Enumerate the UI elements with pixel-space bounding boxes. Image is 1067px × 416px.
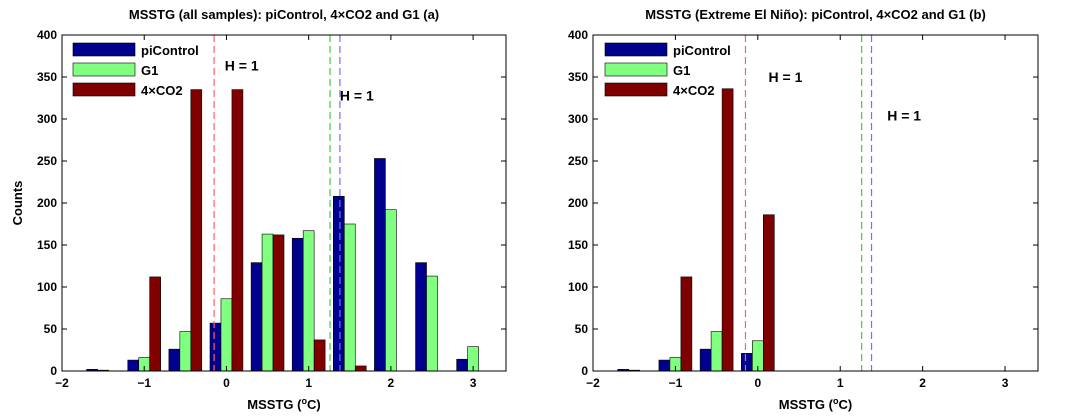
legend-label: piControl — [141, 43, 199, 58]
bar-picontrol — [658, 359, 671, 372]
bar-4co2 — [680, 276, 693, 372]
x-axis-label: MSSTG (oC) — [779, 396, 852, 412]
bar-4co2 — [190, 89, 203, 372]
legend-swatch — [72, 42, 136, 57]
y-tick-label: 250 — [568, 154, 588, 168]
bar-g1 — [343, 223, 356, 372]
legend-label: 4×CO2 — [141, 83, 183, 98]
bar-picontrol — [127, 359, 140, 372]
x-tick-label: 2 — [919, 376, 926, 390]
annotation: H = 1 — [769, 69, 803, 85]
y-tick-label: 0 — [50, 364, 57, 378]
bar-4co2 — [763, 214, 775, 372]
x-tick-label: 1 — [305, 376, 312, 390]
legend-label: G1 — [141, 63, 158, 78]
annotation: H = 1 — [887, 108, 921, 124]
bar-picontrol — [699, 348, 712, 372]
legend-label: 4×CO2 — [673, 83, 715, 98]
y-tick-label: 200 — [37, 196, 57, 210]
bar-g1 — [426, 275, 438, 372]
x-axis-label: MSSTG (oC) — [247, 396, 320, 412]
bar-picontrol — [456, 358, 468, 372]
y-tick-label: 300 — [568, 112, 588, 126]
bar-4co2 — [272, 234, 285, 372]
bar-picontrol — [741, 353, 753, 372]
chart-panel-b: −2 −1 0 1 2 3 0 50 100 150 200 250 300 350 400 MSSTG (E… — [568, 7, 1039, 412]
y-tick-label: 350 — [37, 70, 57, 84]
y-tick-label: 0 — [581, 364, 588, 378]
bar-g1 — [220, 298, 233, 372]
y-tick-label: 50 — [44, 322, 58, 336]
chart-panel-a: −2 −1 0 1 2 3 0 50 100 150 200 250 300 350 400 MSSTG (a… — [10, 7, 507, 412]
y-tick-label: 50 — [575, 322, 589, 336]
y-axis-label: Counts — [10, 181, 25, 226]
x-tick-label: 3 — [1002, 376, 1009, 390]
bar-picontrol — [209, 322, 222, 372]
y-tick-label: 150 — [37, 238, 57, 252]
legend-swatch — [604, 42, 668, 57]
legend-label: piControl — [673, 43, 731, 58]
bar-g1 — [302, 230, 315, 372]
bar-picontrol — [374, 158, 386, 372]
y-tick-label: 100 — [568, 280, 588, 294]
bar-picontrol — [333, 195, 345, 372]
legend-swatch — [604, 62, 668, 77]
bar-4co2 — [313, 339, 326, 372]
x-tick-label: 3 — [470, 376, 477, 390]
y-tick-label: 100 — [37, 280, 57, 294]
bar-picontrol — [168, 348, 181, 372]
annotation: H = 1 — [225, 57, 259, 73]
bar-4co2 — [149, 276, 161, 372]
legend-label: G1 — [673, 63, 690, 78]
bar-4co2 — [231, 89, 244, 372]
x-tick-label: −1 — [669, 376, 683, 390]
legend: piControl G1 4×CO2 — [604, 42, 731, 98]
bar-4co2 — [721, 88, 734, 372]
bar-picontrol — [250, 262, 263, 372]
bar-g1 — [179, 331, 192, 372]
y-tick-label: 400 — [568, 28, 588, 42]
bar-g1 — [385, 209, 397, 372]
legend-swatch — [72, 62, 136, 77]
x-tick-label: 2 — [388, 376, 395, 390]
y-tick-label: 350 — [568, 70, 588, 84]
y-tick-label: 300 — [37, 112, 57, 126]
x-tick-label: −2 — [586, 376, 600, 390]
bar-g1 — [710, 331, 723, 372]
legend-swatch — [72, 82, 136, 97]
x-tick-label: −2 — [55, 376, 69, 390]
bar-picontrol — [291, 237, 304, 372]
legend: piControl G1 4×CO2 — [72, 42, 199, 98]
x-tick-label: 0 — [223, 376, 230, 390]
bar-g1 — [261, 233, 274, 372]
bar-4co2 — [354, 365, 367, 372]
y-tick-label: 200 — [568, 196, 588, 210]
x-tick-label: 1 — [837, 376, 844, 390]
legend-swatch — [604, 82, 668, 97]
annotation: H = 1 — [340, 88, 374, 104]
bar-picontrol — [415, 262, 427, 372]
x-tick-label: −1 — [137, 376, 151, 390]
y-tick-label: 400 — [37, 28, 57, 42]
chart-title: MSSTG (all samples): piControl, 4×CO2 an… — [129, 7, 439, 22]
y-tick-label: 250 — [37, 154, 57, 168]
x-tick-label: 0 — [754, 376, 761, 390]
y-tick-label: 150 — [568, 238, 588, 252]
chart-title: MSSTG (Extreme El Niño): piControl, 4×CO… — [645, 7, 986, 22]
